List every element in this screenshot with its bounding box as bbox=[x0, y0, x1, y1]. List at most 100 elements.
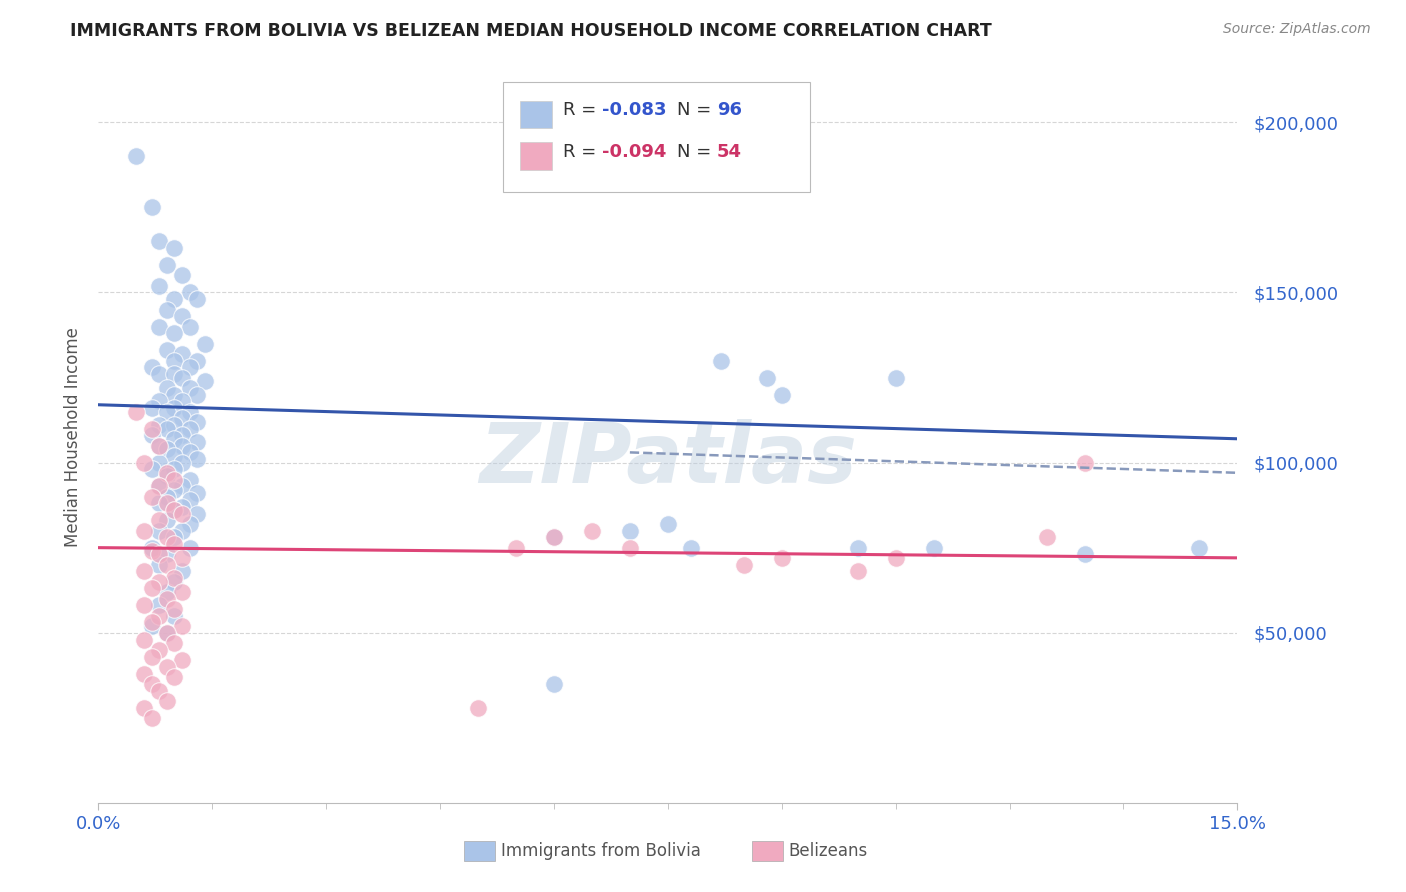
Point bbox=[156, 585, 179, 599]
Point bbox=[141, 490, 163, 504]
Point bbox=[170, 550, 193, 565]
FancyBboxPatch shape bbox=[503, 82, 810, 192]
Point bbox=[163, 483, 186, 497]
Point bbox=[156, 490, 179, 504]
Point bbox=[846, 565, 869, 579]
Point bbox=[179, 285, 201, 300]
Point bbox=[163, 574, 186, 589]
Text: N =: N = bbox=[676, 143, 717, 161]
Point bbox=[163, 670, 186, 684]
Point bbox=[156, 513, 179, 527]
Point bbox=[1074, 548, 1097, 562]
Point bbox=[163, 387, 186, 401]
Point bbox=[156, 659, 179, 673]
Point bbox=[170, 479, 193, 493]
Point bbox=[170, 394, 193, 409]
Point bbox=[148, 574, 170, 589]
Point bbox=[148, 394, 170, 409]
Point bbox=[148, 683, 170, 698]
Point bbox=[132, 524, 155, 538]
Point bbox=[186, 293, 208, 307]
Point bbox=[467, 700, 489, 714]
Point bbox=[170, 428, 193, 442]
Point bbox=[156, 531, 179, 545]
Text: 54: 54 bbox=[717, 143, 742, 161]
Point bbox=[186, 353, 208, 368]
Text: N =: N = bbox=[676, 101, 717, 120]
Point bbox=[1074, 456, 1097, 470]
Point bbox=[170, 585, 193, 599]
Point bbox=[884, 370, 907, 384]
Point bbox=[619, 541, 641, 555]
Point bbox=[156, 343, 179, 358]
Point bbox=[148, 642, 170, 657]
Point bbox=[186, 387, 208, 401]
Point bbox=[186, 435, 208, 450]
Point bbox=[186, 415, 208, 429]
Point bbox=[179, 421, 201, 435]
Point bbox=[148, 456, 170, 470]
Point bbox=[581, 524, 603, 538]
Point bbox=[132, 700, 155, 714]
Point bbox=[505, 541, 527, 555]
Point bbox=[170, 411, 193, 425]
Text: ZIPatlas: ZIPatlas bbox=[479, 418, 856, 500]
Point bbox=[163, 537, 186, 551]
Point bbox=[163, 293, 186, 307]
Text: -0.083: -0.083 bbox=[602, 101, 666, 120]
Point bbox=[179, 541, 201, 555]
Text: -0.094: -0.094 bbox=[602, 143, 666, 161]
Point bbox=[657, 516, 679, 531]
Text: IMMIGRANTS FROM BOLIVIA VS BELIZEAN MEDIAN HOUSEHOLD INCOME CORRELATION CHART: IMMIGRANTS FROM BOLIVIA VS BELIZEAN MEDI… bbox=[70, 22, 993, 40]
Point bbox=[148, 235, 170, 249]
Point bbox=[186, 486, 208, 500]
Point bbox=[132, 599, 155, 613]
Bar bbox=[520, 143, 551, 170]
Point bbox=[163, 503, 186, 517]
Point bbox=[170, 619, 193, 633]
Point bbox=[710, 353, 733, 368]
Point bbox=[770, 387, 793, 401]
Point bbox=[156, 469, 179, 483]
Point bbox=[156, 442, 179, 456]
Point bbox=[163, 432, 186, 446]
Point bbox=[922, 541, 945, 555]
Point bbox=[148, 513, 170, 527]
Point bbox=[148, 558, 170, 572]
Point bbox=[141, 421, 163, 435]
Point bbox=[148, 599, 170, 613]
Point bbox=[132, 632, 155, 647]
Point bbox=[156, 258, 179, 272]
Point bbox=[163, 531, 186, 545]
Point bbox=[884, 550, 907, 565]
Point bbox=[170, 507, 193, 521]
Point bbox=[163, 473, 186, 487]
Point bbox=[125, 149, 148, 163]
Text: 96: 96 bbox=[717, 101, 742, 120]
Point bbox=[141, 582, 163, 596]
Point bbox=[846, 541, 869, 555]
Point bbox=[543, 531, 565, 545]
Point bbox=[170, 347, 193, 361]
Point bbox=[163, 571, 186, 585]
Point bbox=[170, 456, 193, 470]
Point bbox=[163, 241, 186, 255]
Point bbox=[170, 310, 193, 324]
Point bbox=[170, 524, 193, 538]
Point bbox=[170, 370, 193, 384]
Point bbox=[132, 565, 155, 579]
Text: Immigrants from Bolivia: Immigrants from Bolivia bbox=[501, 842, 700, 860]
Point bbox=[179, 360, 201, 375]
Point bbox=[148, 479, 170, 493]
Point bbox=[148, 439, 170, 453]
Point bbox=[770, 550, 793, 565]
Point bbox=[156, 625, 179, 640]
Point bbox=[141, 619, 163, 633]
Point bbox=[148, 418, 170, 433]
Point bbox=[156, 496, 179, 510]
Point bbox=[148, 548, 170, 562]
Point bbox=[156, 625, 179, 640]
Point bbox=[156, 381, 179, 395]
Point bbox=[179, 473, 201, 487]
Point bbox=[156, 591, 179, 606]
